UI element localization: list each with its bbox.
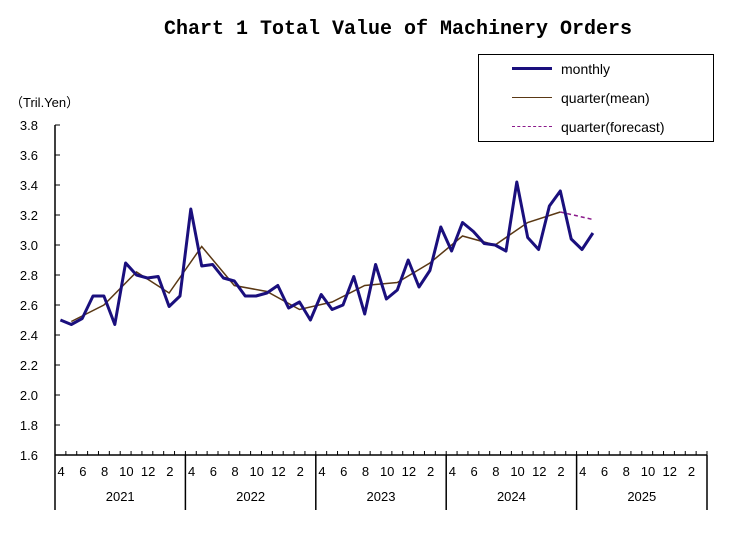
y-axis-unit-label: （Tril.Yen） bbox=[10, 95, 80, 110]
chart-title: Chart 1 Total Value of Machinery Orders bbox=[163, 18, 633, 41]
series-line-quarter-forecast bbox=[560, 211, 594, 221]
y-tick-label: 1.6 bbox=[20, 448, 38, 463]
x-tick-label: 6 bbox=[340, 464, 347, 479]
x-tick-label: 6 bbox=[79, 464, 86, 479]
x-tick-label: 2 bbox=[297, 464, 304, 479]
x-tick-label: 12 bbox=[402, 464, 416, 479]
y-tick-label: 1.8 bbox=[20, 418, 38, 433]
y-tick-label: 2.8 bbox=[20, 268, 38, 283]
year-label: 2025 bbox=[627, 489, 656, 504]
x-tick-label: 2 bbox=[688, 464, 695, 479]
x-tick-label: 12 bbox=[662, 464, 676, 479]
x-tick-label: 6 bbox=[601, 464, 608, 479]
x-tick-label: 12 bbox=[532, 464, 546, 479]
year-label: 2021 bbox=[106, 489, 135, 504]
legend-item-quarter-forecast: quarter(forecast) bbox=[479, 117, 713, 137]
x-tick-label: 6 bbox=[210, 464, 217, 479]
x-tick-label: 8 bbox=[623, 464, 630, 479]
y-tick-labels: 3.8 3.6 3.4 3.2 3.0 2.8 2.6 2.4 2.2 2.0 1.8 1.6 bbox=[20, 118, 38, 463]
x-tick-label: 12 bbox=[141, 464, 155, 479]
legend-label-monthly: monthly bbox=[561, 61, 611, 77]
y-tick-label: 3.8 bbox=[20, 118, 38, 133]
x-tick-label: 4 bbox=[449, 464, 456, 479]
legend: monthly quarter(mean) quarter(forecast) bbox=[478, 54, 714, 142]
x-tick-label: 4 bbox=[579, 464, 586, 479]
x-tick-label: 6 bbox=[470, 464, 477, 479]
x-tick-label: 10 bbox=[380, 464, 394, 479]
x-tick-label: 12 bbox=[271, 464, 285, 479]
legend-item-quarter-mean: quarter(mean) bbox=[479, 88, 713, 108]
y-tick-label: 3.6 bbox=[20, 148, 38, 163]
series-layer bbox=[59, 180, 595, 326]
y-tick-label: 2.6 bbox=[20, 298, 38, 313]
legend-label-quarter-forecast: quarter(forecast) bbox=[561, 119, 665, 135]
x-tick-label: 8 bbox=[231, 464, 238, 479]
legend-swatch-quarter-forecast bbox=[512, 126, 552, 127]
y-tick-label: 3.4 bbox=[20, 178, 38, 193]
x-tick-label: 4 bbox=[58, 464, 65, 479]
legend-swatch-quarter-mean bbox=[512, 97, 552, 98]
legend-item-monthly: monthly bbox=[479, 59, 713, 79]
y-tick-label: 2.2 bbox=[20, 358, 38, 373]
year-label: 2023 bbox=[367, 489, 396, 504]
series-line-monthly bbox=[59, 180, 595, 326]
legend-swatch-monthly bbox=[512, 67, 552, 70]
y-tick-label: 2.4 bbox=[20, 328, 38, 343]
x-tick-label: 10 bbox=[641, 464, 655, 479]
x-tick-label: 8 bbox=[492, 464, 499, 479]
x-tick-label: 8 bbox=[362, 464, 369, 479]
x-tick-label: 2 bbox=[557, 464, 564, 479]
year-labels: 2021 2022 2023 2024 2025 bbox=[106, 489, 657, 504]
year-label: 2022 bbox=[236, 489, 265, 504]
x-tick-labels: 4 6 8 10 12 2 4 6 8 10 12 2 4 6 8 10 12 2 4 6 8 10 12 2 4 6 8 10 12 2 bbox=[58, 464, 696, 479]
x-tick-label: 2 bbox=[427, 464, 434, 479]
legend-label-quarter-mean: quarter(mean) bbox=[561, 90, 650, 106]
x-tick-label: 4 bbox=[318, 464, 325, 479]
axes-layer bbox=[54, 124, 708, 510]
x-tick-label: 10 bbox=[119, 464, 133, 479]
x-tick-label: 10 bbox=[510, 464, 524, 479]
x-tick-label: 4 bbox=[188, 464, 195, 479]
y-tick-label: 3.0 bbox=[20, 238, 38, 253]
y-tick-label: 2.0 bbox=[20, 388, 38, 403]
x-tick-label: 8 bbox=[101, 464, 108, 479]
x-tick-label: 2 bbox=[166, 464, 173, 479]
y-tick-label: 3.2 bbox=[20, 208, 38, 223]
year-label: 2024 bbox=[497, 489, 526, 504]
x-tick-label: 10 bbox=[250, 464, 264, 479]
